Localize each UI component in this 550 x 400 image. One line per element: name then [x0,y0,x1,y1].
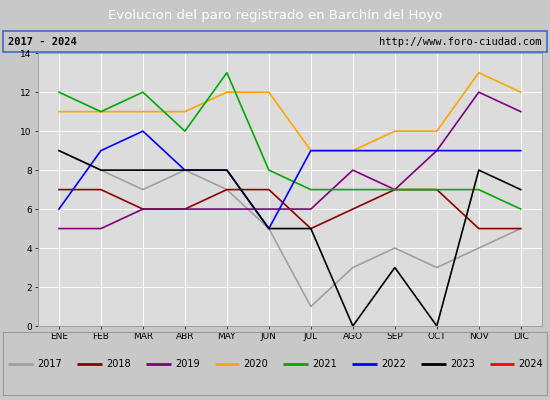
Text: 2020: 2020 [244,358,268,369]
Text: 2021: 2021 [312,358,337,369]
Text: 2019: 2019 [175,358,200,369]
Text: 2022: 2022 [381,358,406,369]
Text: http://www.foro-ciudad.com: http://www.foro-ciudad.com [379,37,542,47]
Text: 2017: 2017 [37,358,62,369]
Text: 2017 - 2024: 2017 - 2024 [8,37,77,47]
Text: 2024: 2024 [519,358,543,369]
Text: Evolucion del paro registrado en Barchín del Hoyo: Evolucion del paro registrado en Barchín… [108,8,442,22]
Text: 2018: 2018 [106,358,131,369]
Text: 2023: 2023 [450,358,475,369]
